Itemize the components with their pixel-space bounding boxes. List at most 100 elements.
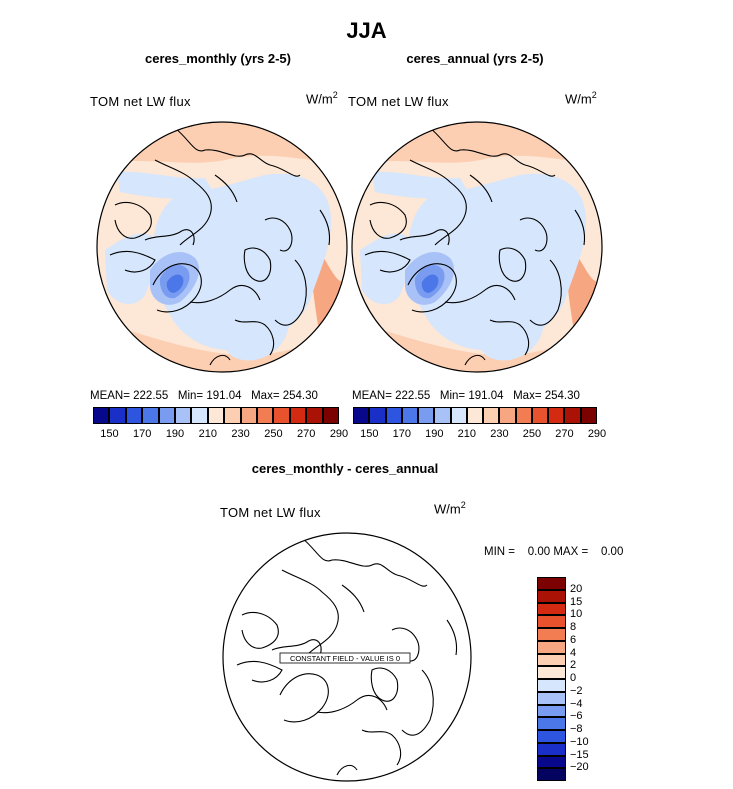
colorbar-tick-label: 150 <box>360 428 379 440</box>
right-polar-map <box>351 121 603 373</box>
right-panel-title: ceres_annual (yrs 2-5) <box>406 51 544 66</box>
colorbar-swatch <box>537 615 566 628</box>
colorbar-tick-label: 10 <box>570 608 583 621</box>
colorbar-swatch <box>369 407 386 424</box>
colorbar-tick-label: −10 <box>570 735 589 748</box>
colorbar-tick-label: 15 <box>570 595 583 608</box>
colorbar-swatch <box>537 691 566 705</box>
colorbar-tick-label: 210 <box>457 428 477 440</box>
colorbar-swatch <box>515 407 532 424</box>
colorbar-tick-label: 270 <box>297 428 316 440</box>
colorbar-swatch <box>401 407 419 424</box>
colorbar-tick-label: 150 <box>100 428 119 440</box>
colorbar-swatch <box>240 407 257 424</box>
colorbar-swatch <box>580 407 597 424</box>
colorbar-tick-label: 210 <box>198 428 217 440</box>
colorbar-swatch <box>537 730 566 743</box>
left-colorbar <box>93 407 339 424</box>
diff-colorbar <box>537 577 566 781</box>
left-panel-stats: MEAN= 222.55 Min= 191.04 Max= 254.30 <box>90 390 318 402</box>
left-colorbar-ticks: 150 170 190 210 230 250 270 290 <box>93 428 348 442</box>
left-panel-title: ceres_monthly (yrs 2-5) <box>145 51 291 66</box>
colorbar-swatch <box>385 407 402 424</box>
colorbar-swatch <box>537 666 566 679</box>
colorbar-swatch <box>191 407 208 424</box>
colorbar-swatch <box>109 407 126 424</box>
colorbar-swatch <box>93 407 110 424</box>
colorbar-swatch <box>537 742 566 756</box>
left-panel-units: W/m2 <box>306 90 338 107</box>
diff-panel-title: ceres_monthly - ceres_annual <box>251 461 439 476</box>
colorbar-tick-label: −15 <box>570 748 589 761</box>
colorbar-tick-label: 2 <box>570 659 577 672</box>
colorbar-tick-label: 170 <box>392 428 411 440</box>
colorbar-tick-label: 190 <box>165 428 185 440</box>
right-colorbar <box>353 407 597 424</box>
figure-title: JJA <box>346 18 387 43</box>
colorbar-tick-label: 230 <box>231 428 250 440</box>
colorbar-swatch <box>142 407 159 424</box>
colorbar-swatch <box>537 755 566 769</box>
colorbar-swatch <box>353 407 370 424</box>
colorbar-swatch <box>418 407 435 424</box>
colorbar-swatch <box>175 407 192 424</box>
colorbar-swatch <box>531 407 549 424</box>
colorbar-tick-label: 250 <box>522 428 542 440</box>
diff-colorbar-ticks: 20 15 10 8 6 4 2 0 −2 −4 −6 −8 −10 −15 −20 <box>570 577 610 781</box>
colorbar-tick-label: 4 <box>570 646 577 659</box>
colorbar-swatch <box>466 407 484 424</box>
colorbar-tick-label: 290 <box>587 428 607 440</box>
colorbar-swatch <box>257 407 274 424</box>
colorbar-swatch <box>158 407 175 424</box>
colorbar-swatch <box>537 577 566 590</box>
colorbar-tick-label: 20 <box>570 582 583 595</box>
colorbar-swatch <box>537 602 566 616</box>
right-panel-units: W/m2 <box>565 90 597 107</box>
colorbar-swatch <box>273 407 290 424</box>
colorbar-tick-label: 230 <box>490 428 509 440</box>
colorbar-swatch <box>483 407 500 424</box>
diff-polar-map: CONSTANT FIELD - VALUE IS 0 <box>222 532 472 782</box>
right-panel-stats: MEAN= 222.55 Min= 191.04 Max= 254.30 <box>352 390 580 402</box>
colorbar-swatch <box>499 407 516 424</box>
colorbar-swatch <box>537 589 566 603</box>
right-colorbar-ticks: 150 170 190 210 230 250 270 290 <box>353 428 606 442</box>
diff-panel-units: W/m2 <box>434 500 466 517</box>
colorbar-tick-label: 290 <box>329 428 349 440</box>
colorbar-swatch <box>537 704 566 718</box>
colorbar-swatch <box>564 407 581 424</box>
colorbar-tick-label: −20 <box>570 761 589 774</box>
colorbar-tick-label: 270 <box>555 428 574 440</box>
colorbar-swatch <box>306 407 323 424</box>
colorbar-swatch <box>322 407 339 424</box>
colorbar-tick-label: −8 <box>570 723 583 735</box>
colorbar-swatch <box>289 407 307 424</box>
diff-panel-label: TOM net LW flux <box>220 505 321 520</box>
colorbar-swatch <box>537 628 566 641</box>
left-polar-map <box>96 121 348 373</box>
colorbar-swatch <box>434 407 451 424</box>
colorbar-swatch <box>450 407 467 424</box>
colorbar-swatch <box>125 407 143 424</box>
colorbar-swatch <box>537 768 566 781</box>
colorbar-tick-label: 6 <box>570 633 577 646</box>
colorbar-tick-label: −2 <box>570 684 583 697</box>
diff-panel-minmax: MIN = 0.00 MAX = 0.00 <box>484 546 624 558</box>
colorbar-swatch <box>537 653 566 667</box>
colorbar-tick-label: 170 <box>133 428 152 440</box>
colorbar-swatch <box>537 640 566 654</box>
colorbar-tick-label: −6 <box>570 710 583 723</box>
right-panel-label: TOM net LW flux <box>348 94 449 109</box>
colorbar-tick-label: 8 <box>570 621 577 633</box>
colorbar-swatch <box>207 407 225 424</box>
colorbar-swatch <box>537 717 566 730</box>
colorbar-tick-label: 250 <box>264 428 283 440</box>
colorbar-swatch <box>548 407 565 424</box>
constant-field-label: CONSTANT FIELD - VALUE IS 0 <box>290 654 400 663</box>
colorbar-swatch <box>537 679 566 692</box>
colorbar-swatch <box>224 407 241 424</box>
colorbar-tick-label: 0 <box>570 672 577 684</box>
colorbar-tick-label: −4 <box>570 697 583 710</box>
left-panel-label: TOM net LW flux <box>90 94 191 109</box>
colorbar-tick-label: 190 <box>425 428 444 440</box>
